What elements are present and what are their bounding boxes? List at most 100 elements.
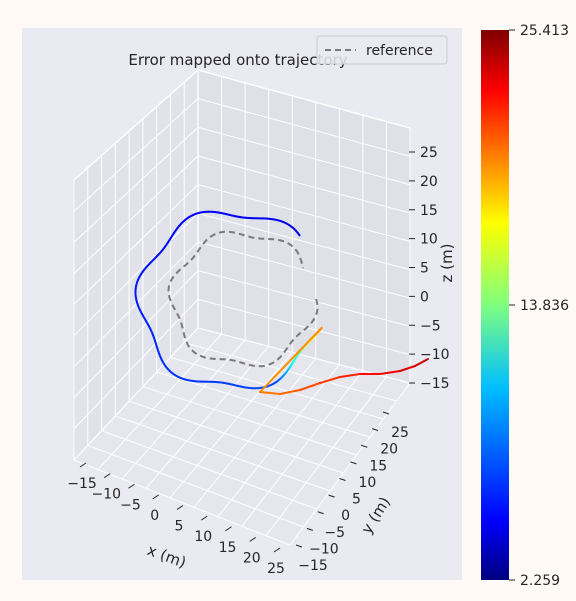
y-tick-label: −5 [324, 525, 345, 541]
y-tick-mark [361, 444, 368, 448]
grid-floor-y [101, 430, 317, 510]
z-tick-label: 0 [420, 289, 429, 305]
grid-back-horizontal [197, 126, 411, 186]
trajectory-segment [299, 382, 321, 391]
grid-back-horizontal [197, 184, 411, 242]
y-tick-label: 0 [341, 508, 350, 524]
legend-label-reference: reference [366, 43, 433, 59]
trajectory-segment [259, 391, 281, 395]
x-tick-mark [79, 462, 87, 468]
x-tick-mark [152, 494, 160, 500]
y-tick-mark [328, 494, 335, 498]
z-tick-label: 15 [420, 203, 438, 219]
x-tick-label: 10 [194, 529, 212, 545]
colorbar-tick-label: 13.836 [520, 298, 569, 314]
x-tick-mark [225, 526, 232, 532]
grid-floor-x [121, 339, 246, 480]
grid-floor-y [87, 444, 304, 528]
grid-floor-x [145, 346, 270, 489]
grid-floor-x [193, 358, 317, 508]
grid-left-horizontal [73, 241, 199, 368]
x-axis-ticks: −15−10−5 05 10 15 20 25 [67, 462, 285, 577]
pane-left [74, 70, 198, 460]
grid-floor-y [128, 400, 344, 474]
grid-floor-x [217, 364, 340, 517]
y-tick-label: 20 [380, 442, 398, 458]
z-axis-label: z (m) [438, 244, 456, 283]
z-tick-label: −10 [420, 347, 450, 363]
y-tick-label: 10 [358, 475, 376, 491]
y-tick-mark [306, 527, 314, 531]
x-tick-label: 15 [219, 540, 237, 556]
y-tick-label: 15 [369, 458, 387, 474]
grid-floor-x [265, 376, 387, 536]
grid-left-horizontal [73, 184, 199, 305]
y-tick-mark [339, 478, 346, 481]
grid-floor-y [170, 356, 384, 420]
z-tick-label: 10 [420, 232, 438, 248]
grid-left-horizontal [73, 212, 199, 336]
grid-back-horizontal [197, 155, 411, 214]
trajectory-segment [379, 370, 401, 375]
x-tick-mark [249, 536, 257, 542]
y-tick-label: −15 [298, 558, 328, 574]
colorbar-ticks: 25.413 13.836 2.259 [509, 23, 569, 589]
z-tick-label: 20 [420, 174, 438, 190]
grid-left-horizontal [73, 98, 199, 212]
z-tick-label: −15 [420, 376, 450, 392]
grid-left-horizontal [73, 270, 199, 399]
x-tick-mark [273, 547, 281, 553]
trajectory-segment [414, 358, 429, 367]
chart-title: Error mapped onto trajectory [128, 51, 347, 69]
trajectory-segment [259, 326, 323, 393]
y-tick-mark [295, 544, 303, 548]
trajectory-segment [399, 365, 416, 372]
x-tick-mark [176, 505, 184, 510]
y-tick-mark [317, 511, 324, 515]
y-tick-mark [350, 461, 357, 465]
grid-left-horizontal [73, 155, 199, 274]
y-tick-mark [382, 411, 390, 415]
y-tick-label: −10 [309, 541, 339, 557]
x-tick-mark [103, 473, 111, 479]
x-tick-label: −15 [67, 476, 97, 492]
colorbar-tick-label: 25.413 [520, 23, 569, 39]
x-tick-label: −10 [91, 487, 121, 503]
x-tick-label: 0 [150, 508, 159, 524]
x-tick-mark [200, 515, 208, 521]
pane-back [198, 70, 410, 383]
y-tick-mark [371, 428, 379, 432]
grid-floor-x [289, 382, 411, 546]
grid-floor-x [241, 370, 364, 527]
x-tick-label: 25 [267, 561, 285, 577]
x-tick-mark [128, 483, 135, 489]
pane-floor [74, 328, 410, 545]
grid-back-horizontal [197, 98, 411, 157]
grid-left-horizontal [73, 327, 199, 461]
y-tick-label: 25 [391, 425, 409, 441]
y-tick-label: 5 [352, 492, 361, 508]
grid-left-horizontal [73, 298, 199, 430]
legend: reference [316, 35, 448, 65]
pane-edges [73, 69, 411, 328]
colorbar [481, 30, 509, 580]
legend-box [316, 35, 448, 65]
colorbar-tick-label: 2.259 [520, 573, 560, 589]
reference-line [167, 230, 319, 368]
grid-back-horizontal [197, 298, 411, 356]
trajectory-segment [319, 376, 341, 384]
grid-floor-x [169, 352, 293, 499]
grid-back-horizontal [197, 212, 411, 271]
z-tick-label: −5 [420, 318, 441, 334]
trajectory-line [134, 210, 429, 395]
grid-floor-y [156, 371, 371, 438]
grid-floor-y [115, 415, 331, 492]
x-tick-label: 5 [175, 519, 184, 535]
grid-back-horizontal [197, 241, 411, 299]
trajectory-segment [279, 389, 301, 395]
grid-floor-y [142, 386, 357, 456]
grid-back-horizontal [197, 270, 411, 327]
z-axis-ticks: 25 20 15 10 5 0 −5 −10 −15 [409, 145, 450, 392]
